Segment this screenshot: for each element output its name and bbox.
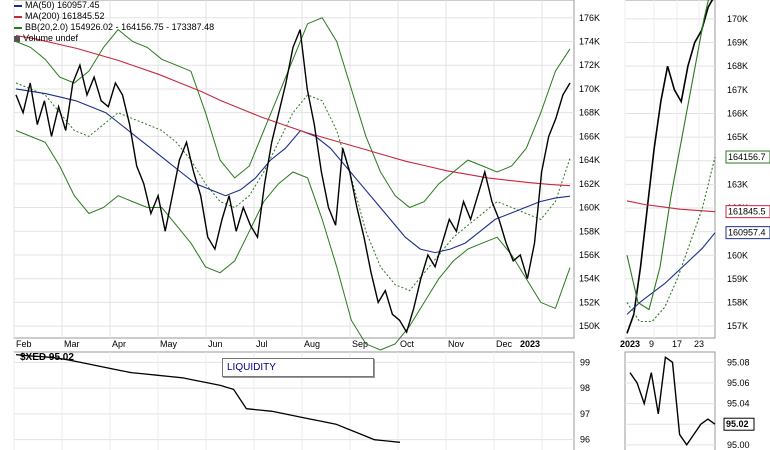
bottom-right-y-tick-label: 95.04 xyxy=(727,399,750,409)
zoom-value-tag-text: 161845.5 xyxy=(728,207,766,217)
zoom-x-label-23: 23 xyxy=(694,339,704,349)
liquidity-annotation[interactable]: LIQUIDITY xyxy=(222,358,374,377)
bottom-y-tick-label: 99 xyxy=(580,357,590,367)
chart-legend: MA(50) 160957.45 MA(200) 161845.52 BB(20… xyxy=(14,0,214,44)
zoom-price-line xyxy=(626,0,714,334)
main-x-label-sep: Sep xyxy=(352,339,368,349)
zoom-value-tag-box xyxy=(725,205,770,219)
bottom-panel-title: $XED 95.02 xyxy=(20,352,74,363)
main-x-label-apr: Apr xyxy=(112,339,126,349)
main-x-label-aug: Aug xyxy=(304,339,320,349)
zoom-value-tag-box xyxy=(725,150,770,164)
bottom-right-plot-frame xyxy=(624,351,716,450)
bottom-right-xed-line xyxy=(629,355,716,447)
bottom-y-tick-label: 98 xyxy=(580,383,590,393)
main-y-tick-label: 158K xyxy=(579,226,600,236)
zoom-y-tick-label: 160K xyxy=(727,250,748,260)
main-x-label-oct: Oct xyxy=(400,339,415,349)
volume-swatch xyxy=(14,35,20,42)
zoom-x-label-17: 17 xyxy=(672,339,682,349)
zoom-value-tag-box xyxy=(725,226,770,240)
main-y-tick-label: 150K xyxy=(579,321,600,331)
main-y-tick-label: 166K xyxy=(579,131,600,141)
bb-lower-line xyxy=(15,130,571,351)
main-y-tick-label: 162K xyxy=(579,179,600,189)
bb-upper-line xyxy=(15,17,571,209)
zoom-bb-upper-line xyxy=(626,0,709,311)
zoom-plot-frame xyxy=(624,0,716,339)
bb-middle-line xyxy=(15,82,571,292)
zoom-value-tag-text: 164156.7 xyxy=(728,152,766,162)
bottom-right-y-tick-label: 95.06 xyxy=(727,378,750,388)
main-y-tick-label: 170K xyxy=(579,84,600,94)
bottom-right-value-tag-text: 95.02 xyxy=(726,419,749,429)
legend-ma200-label: MA(200) 161845.52 xyxy=(25,11,105,21)
zoom-ma-200--line xyxy=(626,200,716,213)
legend-volume-label: Volume undef xyxy=(23,33,79,43)
zoom-y-tick-label: 158K xyxy=(727,298,748,308)
main-y-tick-label: 174K xyxy=(579,37,600,47)
main-price-line xyxy=(15,29,571,334)
ma200-swatch xyxy=(14,15,22,18)
bb-swatch xyxy=(14,26,22,29)
bottom-right-y-tick-label: 95.00 xyxy=(727,440,750,450)
zoom-y-tick-label: 170K xyxy=(727,14,748,24)
zoom-x-label-9: 9 xyxy=(649,339,654,349)
legend-bb-label: BB(20,2.0) 154926.02 - 164156.75 - 17338… xyxy=(25,22,215,32)
legend-ma50: MA(50) 160957.45 xyxy=(14,0,214,11)
main-ma200-line xyxy=(15,35,571,187)
main-x-label-jun: Jun xyxy=(208,339,223,349)
legend-bb: BB(20,2.0) 154926.02 - 164156.75 - 17338… xyxy=(14,22,214,33)
bottom-right-y-tick-label: 95.08 xyxy=(727,357,750,367)
zoom-x-label-2023: 2023 xyxy=(620,339,640,349)
main-x-label-may: May xyxy=(160,339,178,349)
zoom-y-tick-label: 169K xyxy=(727,38,748,48)
main-x-label-mar: Mar xyxy=(64,339,80,349)
main-ma50-line xyxy=(15,88,571,254)
main-y-tick-label: 176K xyxy=(579,13,600,23)
bottom-y-tick-label: 96 xyxy=(580,435,590,445)
main-y-tick-label: 152K xyxy=(579,297,600,307)
bottom-xed-line xyxy=(15,353,401,443)
main-y-tick-label: 154K xyxy=(579,274,600,284)
zoom-y-tick-label: 166K xyxy=(727,108,748,118)
zoom-value-tag-text: 160957.4 xyxy=(728,228,766,238)
zoom-bb-middle-line xyxy=(626,156,716,323)
zoom-y-tick-label: 167K xyxy=(727,85,748,95)
bottom-y-tick-label: 97 xyxy=(580,409,590,419)
main-x-label-feb: Feb xyxy=(16,339,32,349)
main-x-label-jul: Jul xyxy=(256,339,268,349)
legend-ma200: MA(200) 161845.52 xyxy=(14,11,214,22)
legend-ma50-label: MA(50) 160957.45 xyxy=(25,0,100,10)
zoom-ma-50--line xyxy=(626,232,716,315)
zoom-y-tick-label: 163K xyxy=(727,179,748,189)
ma50-swatch xyxy=(14,4,22,7)
legend-volume: Volume undef xyxy=(14,33,214,44)
zoom-y-tick-label: 168K xyxy=(727,61,748,71)
main-y-tick-label: 168K xyxy=(579,108,600,118)
zoom-y-tick-label: 165K xyxy=(727,132,748,142)
bottom-right-value-tag-box xyxy=(723,417,755,431)
main-y-tick-label: 160K xyxy=(579,203,600,213)
main-y-tick-label: 172K xyxy=(579,60,600,70)
zoom-y-tick-label: 157K xyxy=(727,321,748,331)
main-x-label-2023: 2023 xyxy=(520,339,540,349)
main-y-tick-label: 156K xyxy=(579,250,600,260)
zoom-y-tick-label: 159K xyxy=(727,274,748,284)
main-y-tick-label: 164K xyxy=(579,155,600,165)
main-x-label-dec: Dec xyxy=(496,339,513,349)
main-x-label-nov: Nov xyxy=(448,339,465,349)
